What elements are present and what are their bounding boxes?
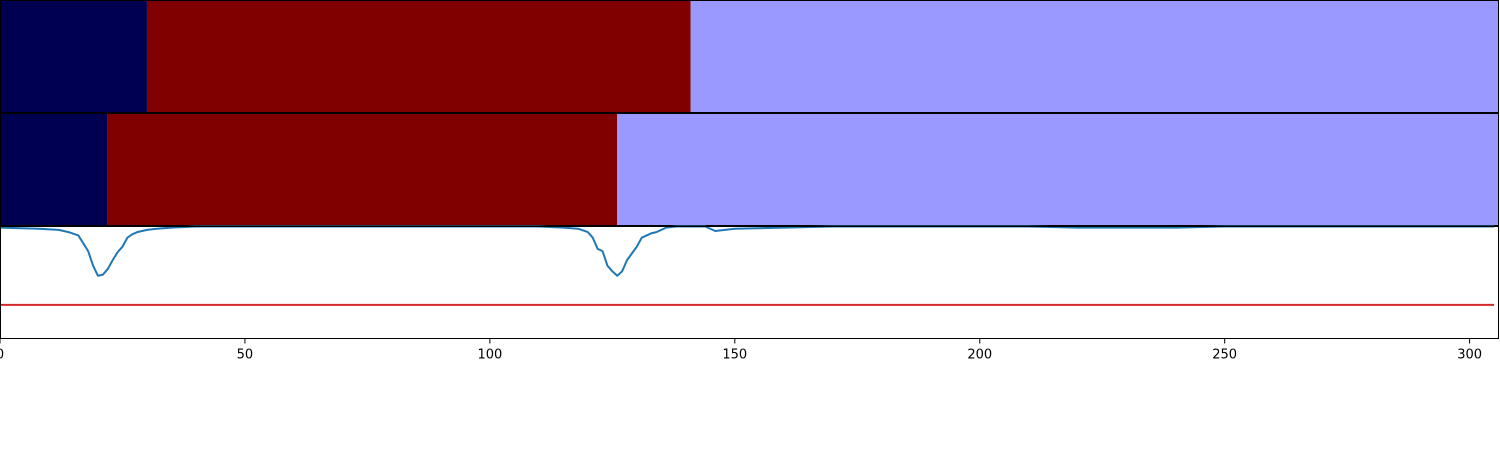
segment-bar-top-segment-2 bbox=[146, 0, 691, 113]
x-tick-label-150: 150 bbox=[722, 348, 747, 363]
segment-bar-top-segment-3 bbox=[690, 0, 1499, 113]
segment-bar-top-panel bbox=[0, 0, 1499, 113]
signal-plot-frame bbox=[0, 226, 1499, 339]
x-tick-label-0: 0 bbox=[0, 348, 4, 363]
segment-bar-top-frame bbox=[0, 0, 1499, 113]
x-tick-label-50: 50 bbox=[237, 348, 254, 363]
x-tick-label-250: 250 bbox=[1212, 348, 1237, 363]
segment-bar-middle-frame bbox=[0, 113, 1499, 226]
x-tick-label-200: 200 bbox=[967, 348, 992, 363]
signal-plot-panel bbox=[0, 225, 1499, 339]
x-tick-label-300: 300 bbox=[1457, 348, 1482, 363]
x-tick-label-100: 100 bbox=[477, 348, 502, 363]
x-axis: 0 50 100 150 200 250 300 bbox=[0, 338, 1482, 363]
signal-line bbox=[0, 225, 1495, 277]
segment-bar-middle-panel bbox=[0, 113, 1499, 226]
segment-bar-middle-segment-3 bbox=[617, 113, 1499, 226]
segment-bar-middle-segment-1 bbox=[0, 113, 108, 226]
segment-bar-middle-segment-2 bbox=[107, 113, 618, 226]
segment-bar-top-segment-1 bbox=[0, 0, 147, 113]
